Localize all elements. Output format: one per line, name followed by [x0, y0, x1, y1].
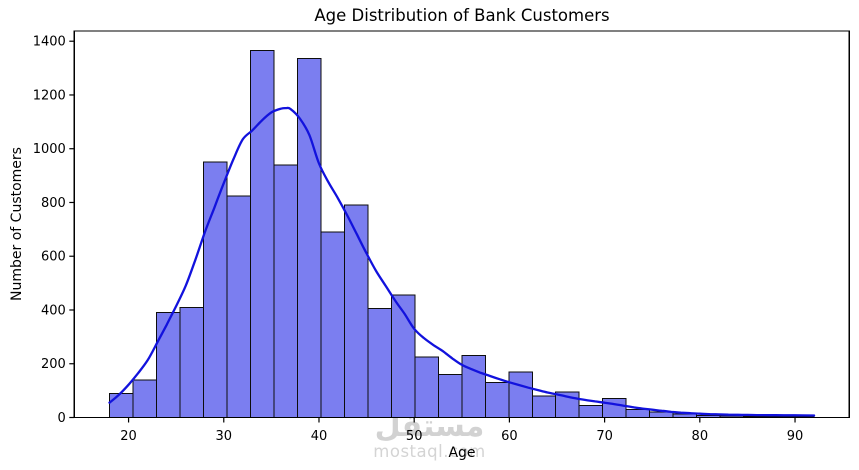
x-axis-label: Age	[448, 445, 476, 461]
histogram-bar	[437, 374, 463, 418]
x-tick-label: 90	[787, 429, 804, 444]
histogram-bar	[109, 392, 134, 418]
histogram-bar	[602, 398, 627, 419]
histogram-bar	[414, 356, 439, 418]
x-tick-label: 50	[406, 429, 423, 444]
histogram-bar	[625, 408, 651, 418]
histogram-bar	[484, 382, 510, 419]
histogram-bar	[179, 306, 204, 418]
chart-title: Age Distribution of Bank Customers	[314, 6, 610, 25]
x-tick-label: 30	[216, 429, 233, 444]
kde-curve	[108, 106, 816, 417]
histogram-bar	[649, 411, 674, 419]
y-axis-label: Number of Customers	[9, 147, 25, 301]
x-tick-label: 60	[501, 429, 518, 444]
y-tick-label: 600	[41, 250, 66, 265]
x-tick-label: 70	[596, 429, 613, 444]
y-tick-label: 800	[41, 196, 66, 211]
histogram-bar	[508, 371, 533, 418]
y-tick-label: 1000	[33, 142, 66, 157]
histogram-bar	[367, 308, 392, 419]
histogram-bar	[203, 161, 228, 418]
histogram-bar	[132, 379, 157, 418]
histogram-bar	[461, 355, 486, 419]
x-tick-label: 20	[120, 429, 137, 444]
histogram-bar	[531, 395, 557, 418]
histogram-bars	[109, 50, 815, 419]
y-tick-label: 200	[41, 357, 66, 372]
plot-frame	[73, 30, 850, 419]
histogram-bar	[226, 195, 251, 418]
x-tick-label: 80	[692, 429, 709, 444]
y-tick-label: 1200	[33, 88, 66, 103]
histogram-bar	[273, 164, 298, 418]
histogram-bar	[320, 231, 345, 418]
histogram-bar	[578, 404, 604, 418]
y-tick-label: 400	[41, 303, 66, 318]
histogram-bar	[296, 58, 322, 418]
histogram-bar	[343, 204, 369, 418]
y-tick-label: 0	[58, 411, 66, 426]
y-tick-label: 1400	[33, 35, 66, 50]
watermark-mostaql-domain: mostaql.com	[373, 442, 486, 461]
histogram-bar	[249, 50, 275, 418]
histogram-bar	[156, 312, 181, 419]
x-tick-label: 40	[311, 429, 328, 444]
